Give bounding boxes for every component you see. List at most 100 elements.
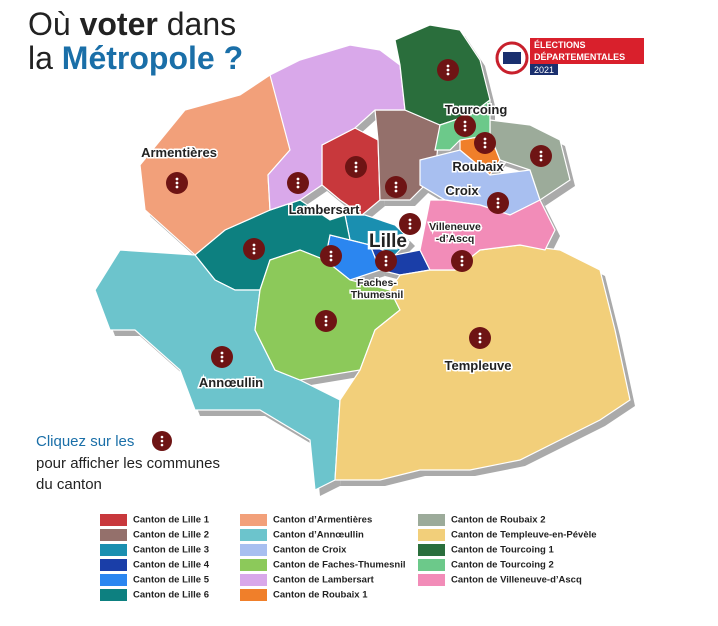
pin[interactable] (166, 172, 188, 194)
pin-dot (329, 250, 333, 254)
pin[interactable] (530, 145, 552, 167)
pin-dot (329, 254, 333, 258)
legend-swatch (240, 559, 267, 571)
pin-dot (354, 165, 358, 169)
legend-label: Canton de Roubaix 1 (273, 590, 368, 601)
pin[interactable] (469, 327, 491, 349)
title-bold: Métropole ? (61, 40, 244, 76)
pin-dot (296, 177, 300, 181)
legend-label: Canton de Roubaix 2 (451, 515, 545, 526)
pin-dot (296, 181, 300, 185)
pin-dot (252, 251, 256, 255)
pin[interactable] (454, 115, 476, 137)
pin-dot (252, 247, 256, 251)
pin[interactable] (375, 250, 397, 272)
pin-dot (220, 355, 224, 359)
pin-dot (384, 255, 388, 259)
pin-dot (483, 137, 487, 141)
legend-swatch (240, 529, 267, 541)
pin-dot (324, 319, 328, 323)
pin-dot (394, 189, 398, 193)
title-text: dans (166, 6, 237, 42)
logo-icon (503, 52, 521, 64)
map-label: Faches- (357, 277, 397, 289)
pin-dot (324, 323, 328, 327)
map-label: Templeuve (445, 358, 512, 373)
legend-swatch (100, 559, 127, 571)
pin-dot (496, 205, 500, 209)
pin-dot (296, 185, 300, 189)
pin-dot (483, 141, 487, 145)
pin-dot (408, 222, 412, 226)
legend-label: Canton de Lille 3 (133, 545, 209, 556)
pin[interactable] (399, 213, 421, 235)
pin-dot (175, 185, 179, 189)
map-label: Lille (369, 231, 407, 252)
pin[interactable] (385, 176, 407, 198)
map-label: Roubaix (452, 159, 504, 174)
legend-swatch (240, 589, 267, 601)
legend-swatch (240, 514, 267, 526)
map-label: Armentières (141, 145, 217, 160)
pin-dot (460, 263, 464, 267)
logo-year: 2021 (534, 65, 554, 75)
logo-year-band (530, 64, 558, 75)
legend: Canton de Lille 1 Canton de Lille 2 Canton… (100, 514, 597, 601)
pin[interactable] (451, 250, 473, 272)
pin[interactable] (243, 238, 265, 260)
pin-dot (478, 332, 482, 336)
legend-label: Canton d’Armentières (273, 515, 372, 526)
pin[interactable] (437, 59, 459, 81)
legend-swatch (100, 589, 127, 601)
pin-dot (220, 359, 224, 363)
pin[interactable] (315, 310, 337, 332)
pin[interactable] (474, 132, 496, 154)
pin[interactable] (211, 346, 233, 368)
logo-text: ÉLECTIONS (534, 40, 586, 50)
pin-dot (394, 185, 398, 189)
pin-dot (496, 197, 500, 201)
pin-dot (446, 64, 450, 68)
legend-swatch (100, 544, 127, 556)
legend-label: Canton de Lille 6 (133, 590, 209, 601)
legend-label: Canton de Lambersart (273, 575, 375, 586)
pin-dot (220, 351, 224, 355)
canton-area[interactable] (267, 44, 406, 211)
title-line: la Métropole ? (28, 40, 243, 76)
pin-dot (384, 259, 388, 263)
legend-label: Canton de Lille 2 (133, 530, 209, 541)
logo: ÉLECTIONS DÉPARTEMENTALES 2021 (495, 38, 644, 75)
pin[interactable] (487, 192, 509, 214)
map-label: Croix (445, 183, 479, 198)
legend-label: Canton de Lille 1 (133, 515, 210, 526)
legend-label: Canton de Lille 5 (133, 575, 210, 586)
pin-dot (496, 201, 500, 205)
legend-label: Canton de Faches-Thumesnil (273, 560, 406, 571)
map-areas (94, 24, 631, 491)
legend-swatch (418, 559, 445, 571)
pin-dot (539, 150, 543, 154)
logo-text: DÉPARTEMENTALES (534, 52, 625, 62)
pin[interactable] (320, 245, 342, 267)
legend-swatch (418, 514, 445, 526)
legend-label: Canton de Tourcoing 2 (451, 560, 554, 571)
legend-swatch (240, 544, 267, 556)
map-label: Tourcoing (445, 102, 508, 117)
pin[interactable] (345, 156, 367, 178)
pin-icon (152, 431, 172, 451)
legend-label: Canton de Lille 4 (133, 560, 210, 571)
pin-dot (539, 158, 543, 162)
canton-area[interactable] (419, 199, 556, 271)
legend-swatch (418, 574, 445, 586)
legend-label: Canton de Templeuve-en-Pévèle (451, 530, 597, 541)
pin-dot (324, 315, 328, 319)
pin-dot (408, 218, 412, 222)
pin[interactable] (287, 172, 309, 194)
pin-dot (175, 181, 179, 185)
title-line: Où voter dans (28, 6, 236, 42)
pin-dot (384, 263, 388, 267)
legend-label: Canton de Tourcoing 1 (451, 545, 554, 556)
map-labels: Armentières Tourcoing Roubaix Croix Lambersa… (140, 101, 513, 392)
pins (166, 59, 552, 368)
